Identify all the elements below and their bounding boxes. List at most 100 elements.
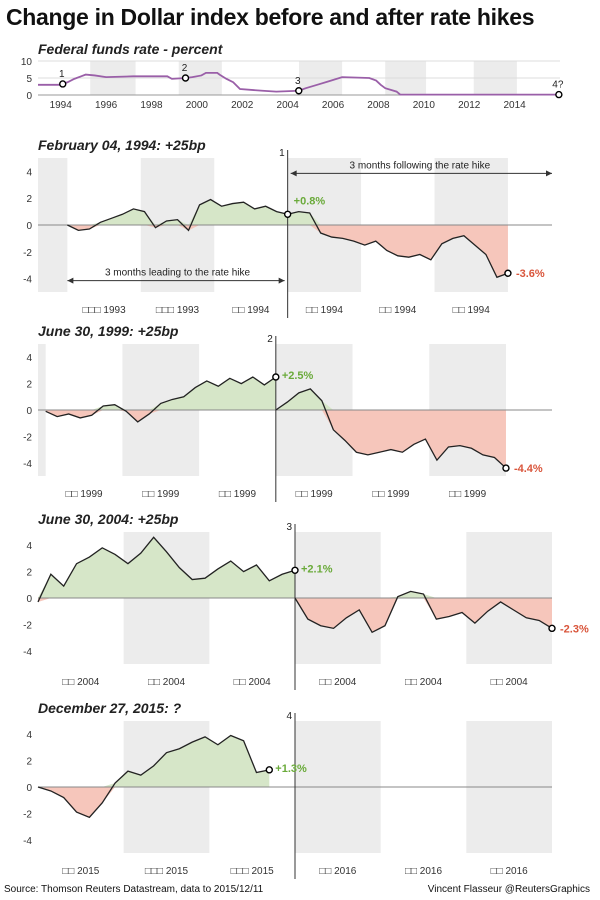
- panel-3-ytick: 0: [26, 594, 32, 605]
- fed-xtick: 2012: [458, 100, 481, 111]
- panel-3-ytick: 2: [26, 568, 32, 579]
- panel-4-ytick: 0: [26, 783, 32, 794]
- fed-xtick: 1998: [140, 100, 163, 111]
- panel-2-before-line: [45, 376, 277, 423]
- fed-marker-label: 4?: [552, 80, 564, 91]
- panel-1-annot-before-arrowhead-left: [67, 277, 74, 284]
- panel-1-annot-before-arrowhead-right: [278, 277, 285, 284]
- panel-3-ytick: 4: [26, 541, 32, 552]
- panel-1-after-line: [287, 210, 509, 279]
- fed-marker-4: [555, 90, 563, 99]
- panel-1-month-label: □□ 1994: [232, 305, 270, 316]
- panel-4-ytick: -4: [23, 836, 32, 847]
- panel-2-ytick: 4: [26, 353, 32, 364]
- panel-2-before-pos-area: [45, 377, 276, 410]
- fed-ytick: 5: [26, 74, 32, 85]
- panel-1-before-value: +0.8%: [294, 195, 326, 207]
- panel-3-month-label: □□ 2004: [491, 677, 529, 688]
- fed-xtick: 1996: [95, 100, 118, 111]
- fed-marker-3: [295, 87, 303, 95]
- panel-2-after-line: [275, 388, 507, 469]
- panel-2-event-label: 2: [267, 334, 273, 345]
- fed-marker-label: 2: [182, 63, 188, 74]
- source-note: Source: Thomson Reuters Datastream, data…: [4, 884, 264, 895]
- panel-2-before-neg-area: [45, 410, 276, 422]
- panel-1-ytick: 4: [26, 167, 32, 178]
- panel-3-after-value: -2.3%: [560, 623, 589, 635]
- panel-3-title: June 30, 2004: +25bp: [38, 511, 179, 527]
- panel-3-before-pos-area: [38, 537, 295, 598]
- panel-2-ytick: 0: [26, 406, 32, 417]
- panel-4-before-pos-area: [38, 735, 270, 787]
- fed-marker-label: 3: [295, 76, 301, 87]
- panel-2-month-label: □□ 1999: [372, 489, 410, 500]
- panel-4-month-label: □□ 2015: [62, 866, 100, 877]
- panel-4-month-label: □□ 2016: [491, 866, 529, 877]
- panel-3-month-label: □□ 2004: [62, 677, 100, 688]
- panel-4-before-end-marker: [265, 766, 273, 774]
- panel-1-event-label: 1: [279, 148, 285, 159]
- panel-2-month-label: □□ 1999: [219, 489, 257, 500]
- panel-4-event-label: 4: [286, 711, 292, 722]
- panel-1-ytick: -4: [23, 275, 32, 286]
- fed-marker-1: [59, 80, 67, 88]
- panel-1-before-pos-area: [67, 199, 288, 225]
- panel-2-after-value: -4.4%: [514, 463, 543, 475]
- panel-4-month-label: □□ 2016: [319, 866, 357, 877]
- panel-4-month-label: □□□ 2015: [231, 866, 275, 877]
- panel-4-ytick: -2: [23, 809, 32, 820]
- fed-xtick: 2004: [277, 100, 300, 111]
- panel-2-after-neg-area: [275, 410, 506, 469]
- panel-1-month-label: □□ 1994: [379, 305, 417, 316]
- panel-1-before-neg-area: [67, 225, 288, 231]
- panel-1-month-label: □□□ 1993: [156, 305, 200, 316]
- chart-title: Change in Dollar index before and after …: [6, 4, 535, 30]
- fed-xtick: 2008: [367, 100, 390, 111]
- panel-2-ytick: -2: [23, 432, 32, 443]
- panel-3-ytick: -4: [23, 647, 32, 658]
- panel-2-month-label: □□ 1999: [296, 489, 334, 500]
- panel-1-ytick: 2: [26, 194, 32, 205]
- panel-1-after-value: -3.6%: [516, 268, 545, 280]
- panel-1-month-label: □□□ 1993: [83, 305, 127, 316]
- panel-4-month-label: □□ 2016: [405, 866, 443, 877]
- panel-3-after-line: [294, 590, 553, 634]
- panel-1-month-label: □□ 1994: [453, 305, 491, 316]
- panel-2-after-pos-area: [275, 388, 506, 410]
- panel-4-ytick: 2: [26, 757, 32, 768]
- credit-note: Vincent Flasseur @ReutersGraphics: [427, 884, 590, 895]
- panel-3-before-line: [37, 536, 296, 603]
- panel-4-ytick: 4: [26, 730, 32, 741]
- fed-xtick: 2006: [322, 100, 345, 111]
- panel-3-before-end-marker: [291, 566, 299, 574]
- fed-funds-title: Federal funds rate - percent: [38, 41, 224, 57]
- panel-1-annot-before-text: 3 months leading to the rate hike: [105, 268, 251, 279]
- panel-4-before-value: +1.3%: [275, 763, 307, 775]
- panel-1-before-end-marker: [283, 210, 292, 218]
- panel-1-before-line: [67, 198, 288, 232]
- fed-xtick: 2002: [231, 100, 254, 111]
- fed-xtick: 2000: [186, 100, 209, 111]
- fed-xtick: 1994: [50, 100, 73, 111]
- panel-4-before-line: [37, 734, 270, 819]
- panel-2-month-label: □□ 1999: [142, 489, 180, 500]
- panel-2-ytick: 2: [26, 380, 32, 391]
- fed-marker-label: 1: [59, 69, 65, 80]
- fed-rate-line: [38, 72, 559, 96]
- panel-2-before-end-marker: [272, 373, 280, 381]
- panel-3-month-label: □□ 2004: [319, 677, 357, 688]
- panel-2-month-label: □□ 1999: [65, 489, 103, 500]
- panel-1-ytick: -2: [23, 248, 32, 259]
- panel-2-ytick: -4: [23, 459, 32, 470]
- panel-2-before-value: +2.5%: [282, 370, 314, 382]
- panel-1-annot-after-text: 3 months following the rate hike: [350, 160, 491, 171]
- fed-ytick: 0: [26, 91, 32, 102]
- fed-xtick: 2014: [503, 100, 526, 111]
- panel-3-event-label: 3: [286, 522, 292, 533]
- panel-1-after-end-marker: [504, 269, 512, 277]
- panel-1-ytick: 0: [26, 221, 32, 232]
- panel-1-month-label: □□ 1994: [306, 305, 344, 316]
- panel-1-title: February 04, 1994: +25bp: [38, 137, 206, 153]
- panel-2-month-label: □□ 1999: [449, 489, 487, 500]
